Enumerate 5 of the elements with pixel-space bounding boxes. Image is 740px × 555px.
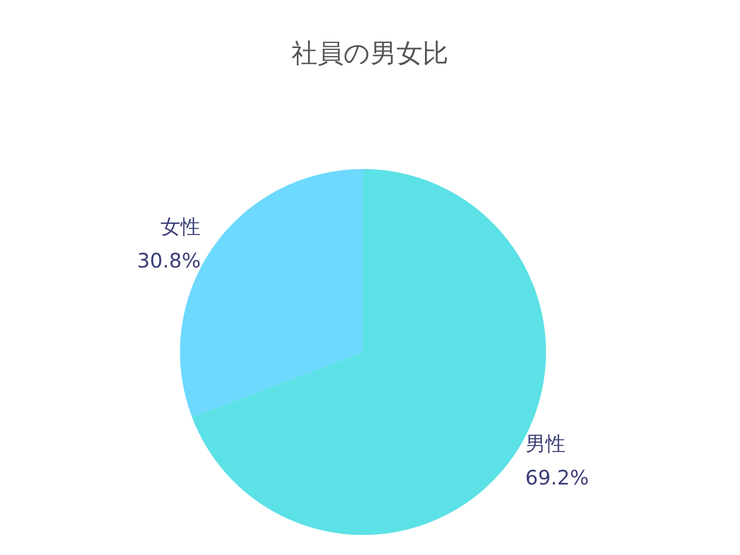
chart-title: 社員の男女比 bbox=[292, 39, 448, 69]
data-label: 30.8% bbox=[137, 248, 201, 273]
slice-label: 男性 bbox=[525, 431, 566, 456]
data-label: 69.2% bbox=[525, 465, 589, 490]
slice-label: 女性 bbox=[160, 214, 201, 239]
